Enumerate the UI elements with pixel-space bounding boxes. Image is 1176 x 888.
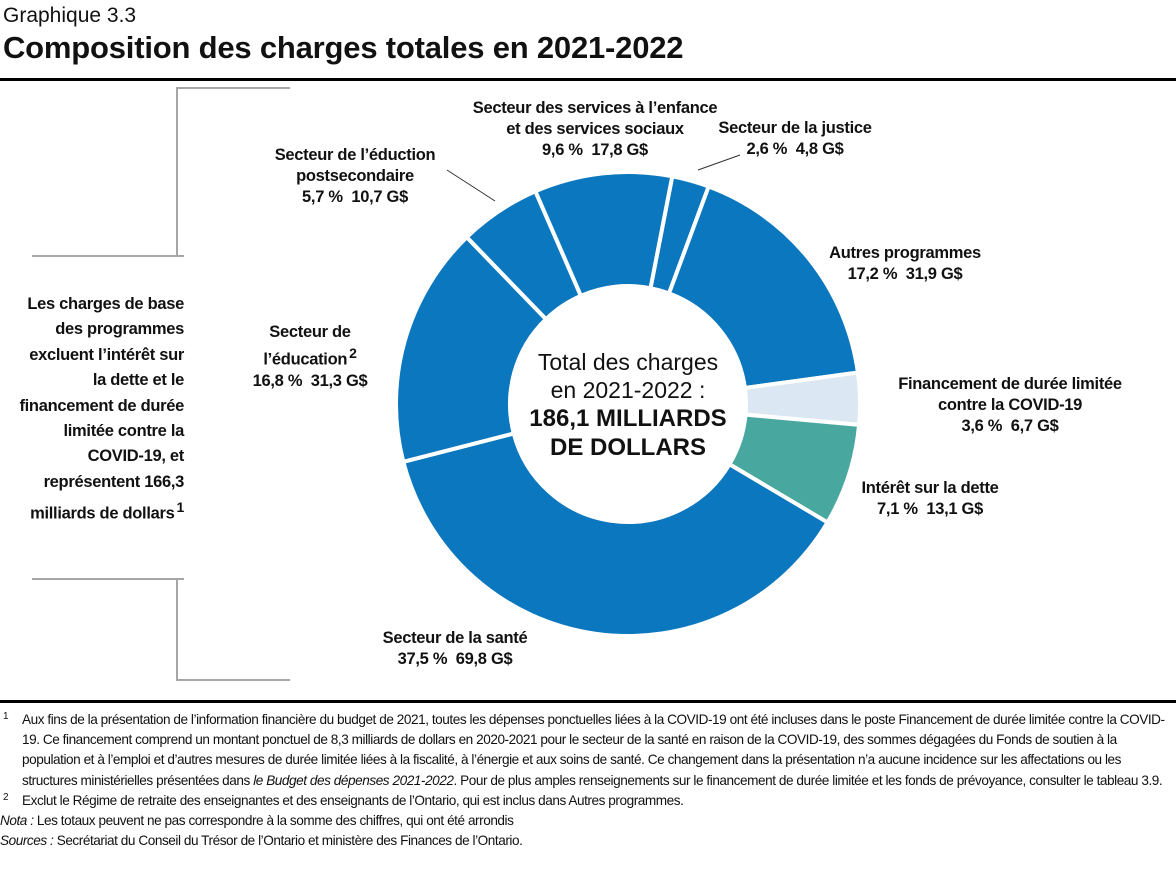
slice-percent: 7,1 % <box>877 500 918 518</box>
center-total: 186,1 MILLIARDS <box>529 405 727 432</box>
slice-percent: 5,7 % <box>302 188 343 206</box>
slice-percent: 2,6 % <box>746 140 788 158</box>
slice-name: Secteur de l’éduction <box>274 146 436 164</box>
slice-amount: 10,7 G$ <box>351 188 408 206</box>
footnote-ref: 2 <box>349 345 357 361</box>
side-note: Les charges de base des programmes exclu… <box>14 292 184 527</box>
slice-amount: 17,8 G$ <box>591 141 648 159</box>
center-line: Total des charges <box>537 349 719 375</box>
donut-slice <box>394 234 549 465</box>
footnote-ref: 1 <box>176 499 185 516</box>
slice-value: 7,1 % 13,1 G$ <box>861 499 998 520</box>
bracket-line <box>176 87 178 256</box>
title-rule <box>0 78 1176 81</box>
slice-label: Secteur de l’éduction postsecondaire 5,7 %… <box>275 145 436 208</box>
slice-amount: 6,7 G$ <box>1010 417 1059 435</box>
slice-value: 16,8 % 31,3 G$ <box>253 371 368 392</box>
sources-text: Secrétariat du Conseil du Trésor de l’On… <box>53 833 523 849</box>
sources-label: Sources : <box>0 833 54 849</box>
slice-name: Secteur de la santé <box>382 629 528 647</box>
slice-name: postsecondaire <box>296 167 414 185</box>
slice-amount: 13,1 G$ <box>926 500 983 518</box>
slice-name: Secteur de la justice <box>718 119 872 137</box>
footnote-text: Exclut le Régime de retraite des enseign… <box>22 792 684 808</box>
center-label: Total des charges en 2021-2022 : 186,1 M… <box>529 348 726 462</box>
slice-value: 9,6 % 17,8 G$ <box>473 140 717 161</box>
sources: Sources : Secrétariat du Conseil du Trés… <box>0 831 1170 851</box>
slice-label: Secteur de la santé 37,5 % 69,8 G$ <box>383 628 528 670</box>
slice-name: Secteur de <box>269 323 351 341</box>
footnotes: 1 Aux fins de la présentation de l’inform… <box>0 710 1170 851</box>
slice-value: 3,6 % 6,7 G$ <box>898 416 1122 437</box>
bracket-line <box>177 679 290 681</box>
slice-name: Intérêt sur la dette <box>861 479 999 497</box>
slice-value: 37,5 % 69,8 G$ <box>383 649 528 670</box>
bracket-line <box>32 578 184 580</box>
slice-label: Secteur de l’éducation 2 16,8 % 31,3 G$ <box>253 322 368 392</box>
donut-slice <box>532 170 675 299</box>
center-total: DE DOLLARS <box>549 434 706 461</box>
nota-label: Nota : <box>0 813 34 829</box>
slice-label: Secteur des services à l’enfance et des s… <box>472 98 718 161</box>
slice-label: Autres programmes 17,2 % 31,9 G$ <box>829 243 981 285</box>
footnote-2: 2 Exclut le Régime de retraite des enseig… <box>0 791 1170 811</box>
slice-label: Financement de durée limitée contre la CO… <box>898 374 1122 437</box>
slice-percent: 3,6 % <box>961 417 1003 435</box>
slice-percent: 9,6 % <box>542 141 583 159</box>
chart-title: Composition des charges totales en 2021-… <box>3 30 684 65</box>
bracket-line <box>176 578 178 681</box>
bracket-line <box>32 255 184 257</box>
slice-name: et des services sociaux <box>506 120 684 138</box>
slice-percent: 16,8 % <box>252 371 303 390</box>
slice-label: Secteur de la justice 2,6 % 4,8 G$ <box>718 118 872 160</box>
slice-value: 2,6 % 4,8 G$ <box>718 139 871 160</box>
slice-name: Autres programmes <box>829 244 981 262</box>
footnote-number: 1 <box>3 711 9 722</box>
nota: Nota : Les totaux peuvent ne pas corresp… <box>0 811 1170 831</box>
donut-slice <box>666 183 861 391</box>
footnote-rule <box>0 700 1176 703</box>
footnote-1: 1 Aux fins de la présentation de l’inform… <box>0 710 1170 791</box>
nota-text: Les totaux peuvent ne pas correspondre à… <box>33 813 514 829</box>
bracket-line <box>177 87 290 89</box>
footnote-italic: le Budget des dépenses 2021-2022 <box>253 772 454 788</box>
slice-percent: 17,2 % <box>847 265 898 283</box>
side-note-text: Les charges de base des programmes exclu… <box>19 295 184 523</box>
slice-name: Secteur des services à l’enfance <box>472 99 718 117</box>
slice-amount: 69,8 G$ <box>455 650 513 668</box>
footnote-text: . Pour de plus amples renseignements sur… <box>453 772 1163 788</box>
slice-name: Financement de durée limitée <box>898 375 1122 393</box>
leader-line <box>697 154 741 171</box>
footnote-number: 2 <box>3 791 9 803</box>
slice-amount: 4,8 G$ <box>795 140 844 158</box>
chart-number: Graphique 3.3 <box>3 4 137 27</box>
leader-line <box>446 169 496 202</box>
slice-value: 5,7 % 10,7 G$ <box>275 187 436 208</box>
slice-name: contre la COVID-19 <box>937 396 1083 414</box>
footnote-text: Aux fins de la présentation de l’informa… <box>22 712 1165 788</box>
slice-value: 17,2 % 31,9 G$ <box>829 264 981 285</box>
slice-name: l’éducation 2 <box>263 345 357 369</box>
center-line: en 2021-2022 : <box>550 377 706 403</box>
slice-amount: 31,3 G$ <box>310 371 368 390</box>
donut-slice <box>400 430 831 638</box>
slice-label: Intérêt sur la dette 7,1 % 13,1 G$ <box>861 478 998 520</box>
slice-percent: 37,5 % <box>397 650 448 668</box>
slice-amount: 31,9 G$ <box>905 265 963 283</box>
